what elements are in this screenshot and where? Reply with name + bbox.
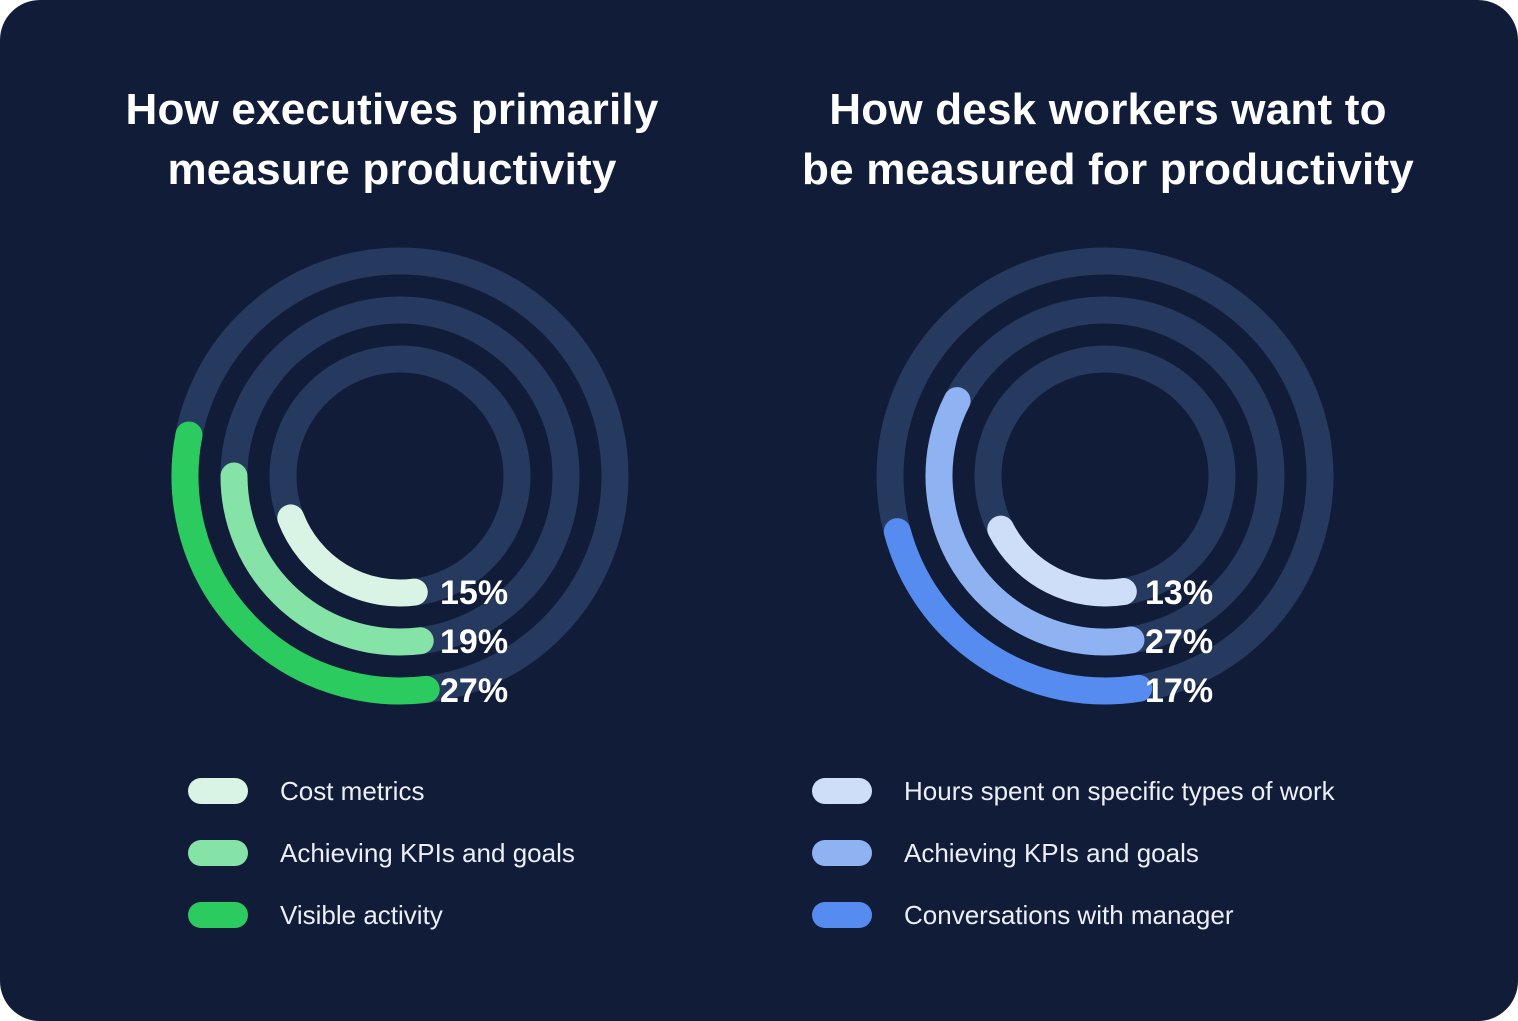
radial-chart-desk-workers: 13% 27% 17% [876, 247, 1334, 710]
legend-executives: Cost metrics Achieving KPIs and goals Vi… [188, 778, 575, 964]
legend-swatch [188, 778, 248, 804]
radial-chart-executives: 15% 19% 27% [171, 247, 629, 710]
legend-swatch [812, 840, 872, 866]
legend-label: Achieving KPIs and goals [280, 838, 575, 868]
title-line: How desk workers want to [829, 85, 1387, 134]
title-line: measure productivity [167, 145, 617, 194]
legend-item: Achieving KPIs and goals [188, 840, 575, 866]
legend-item: Conversations with manager [812, 902, 1335, 928]
legend-item: Cost metrics [188, 778, 575, 804]
value-label: 15% [440, 574, 508, 612]
legend-label: Hours spent on specific types of work [904, 776, 1335, 806]
legend-label: Achieving KPIs and goals [904, 838, 1199, 868]
legend-swatch [812, 902, 872, 928]
legend-item: Visible activity [188, 902, 575, 928]
value-arc-achieving-kpis-and-goals [220, 462, 434, 656]
value-arc-conversations-with-manager [883, 518, 1153, 705]
legend-label: Cost metrics [280, 776, 425, 806]
legend-swatch [812, 778, 872, 804]
value-label: 13% [1145, 574, 1213, 612]
value-arc-visible-activity [171, 421, 440, 705]
value-label: 27% [1145, 623, 1213, 661]
value-label: 27% [440, 672, 508, 710]
legend-item: Hours spent on specific types of work [812, 778, 1335, 804]
legend-label: Visible activity [280, 900, 443, 930]
legend-swatch [188, 902, 248, 928]
legend-swatch [188, 840, 248, 866]
value-label: 19% [440, 623, 508, 661]
legend-desk-workers: Hours spent on specific types of work Ac… [812, 778, 1335, 964]
value-arc-cost-metrics [277, 504, 428, 607]
title-line: be measured for productivity [802, 145, 1414, 194]
chart-title-executives: How executives primarily measure product… [52, 80, 732, 200]
value-arc-hours-spent-on-specific-types-of-work [987, 515, 1137, 607]
title-line: How executives primarily [125, 85, 659, 134]
legend-item: Achieving KPIs and goals [812, 840, 1335, 866]
value-label: 17% [1145, 672, 1213, 710]
value-arc-achieving-kpis-and-goals [925, 387, 1145, 656]
chart-title-desk-workers: How desk workers want to be measured for… [768, 80, 1448, 200]
legend-label: Conversations with manager [904, 900, 1234, 930]
